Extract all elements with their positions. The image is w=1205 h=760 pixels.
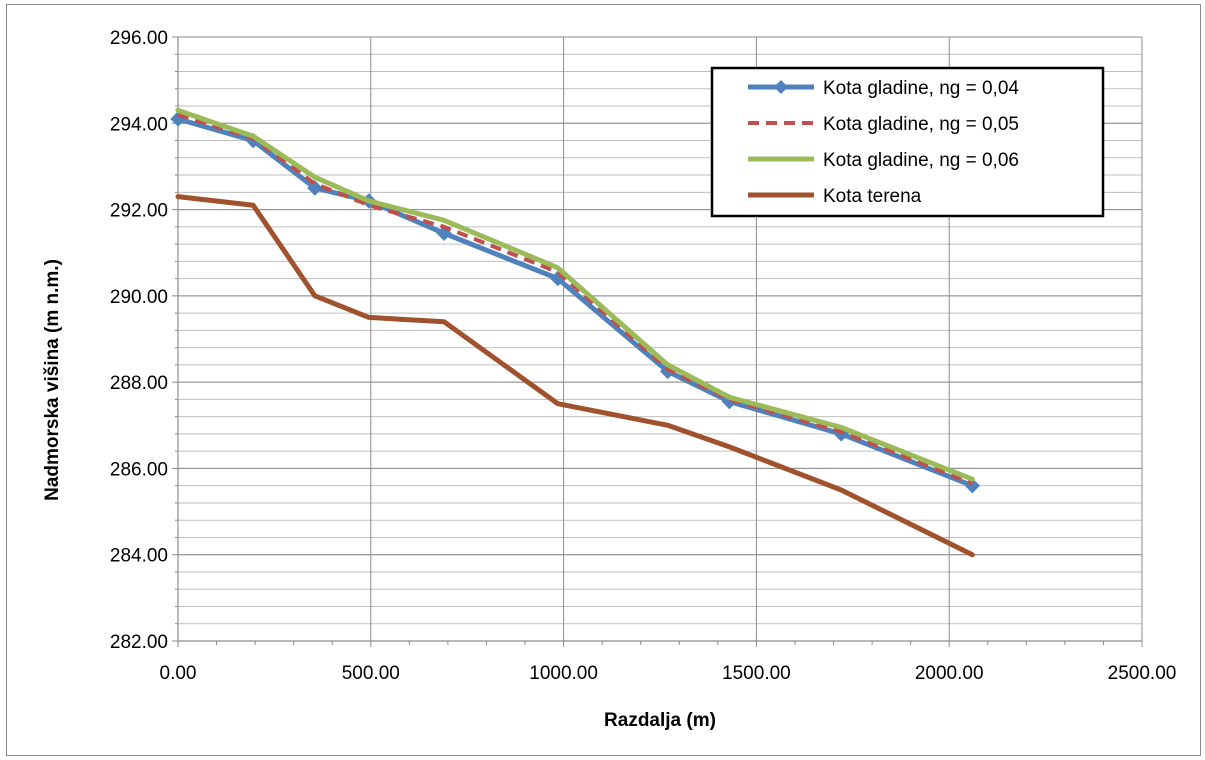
- y-tick-label: 284.00: [110, 546, 168, 567]
- y-tick-label: 296.00: [110, 28, 168, 49]
- y-tick-label: 288.00: [110, 373, 168, 394]
- legend-label: Kota gladine, ng = 0,05: [823, 114, 1019, 135]
- series-line-2: [177, 112, 974, 486]
- y-tick-label: 290.00: [110, 287, 168, 308]
- x-tick-label: 2000.00: [915, 663, 984, 684]
- x-axis-title: Razdalja (m): [604, 710, 716, 731]
- x-tick-label: 1500.00: [722, 663, 791, 684]
- legend-label: Kota gladine, ng = 0,04: [823, 78, 1019, 99]
- series-line-4: [175, 194, 975, 558]
- series-marker-1: [307, 180, 323, 196]
- series-line-1: [175, 116, 975, 489]
- legend: Kota gladine, ng = 0,04 Kota gladine, ng …: [710, 66, 1105, 218]
- x-tick-label: 1000.00: [529, 663, 598, 684]
- x-tick-label: 2500.00: [1108, 663, 1177, 684]
- legend-label: Kota terena: [823, 186, 922, 207]
- tick-labels: 282.00 284.00 286.00 288.00 290.00 292.00 294.…: [110, 28, 1176, 684]
- legend-box: [710, 66, 1105, 218]
- y-tick-label: 294.00: [110, 114, 168, 135]
- series-line-3: [175, 107, 975, 482]
- series-layer: [170, 107, 981, 558]
- legend-marker: [774, 80, 788, 94]
- axes: [172, 36, 1143, 647]
- x-tick-label: 500.00: [342, 663, 400, 684]
- y-tick-label: 286.00: [110, 459, 168, 480]
- x-tick-label: 0.00: [160, 663, 197, 684]
- y-tick-label: 282.00: [110, 632, 168, 653]
- y-axis-title: Nadmorska višina (m n.m.): [42, 259, 63, 501]
- y-tick-label: 292.00: [110, 201, 168, 222]
- legend-label: Kota gladine, ng = 0,06: [823, 150, 1019, 171]
